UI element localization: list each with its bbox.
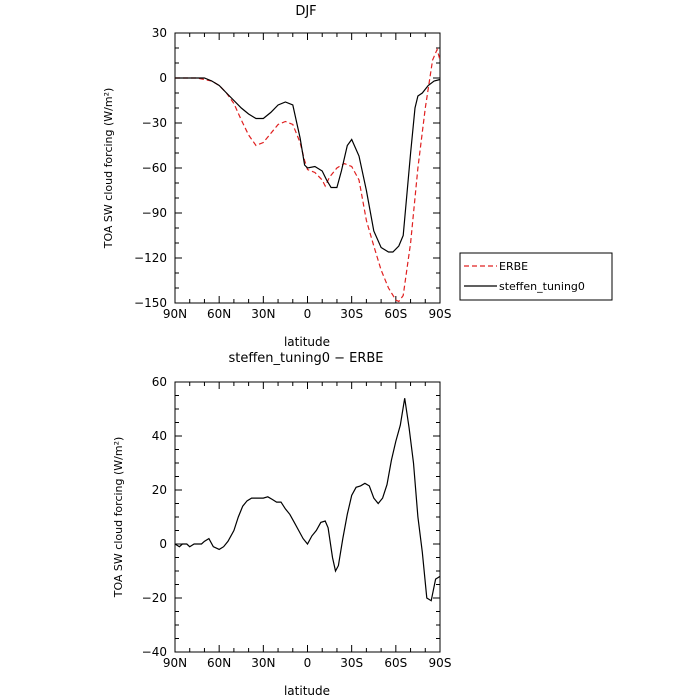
x-tick-label: 30N bbox=[251, 656, 275, 670]
top-panel: DJF 90N 60N 30N 0 30S 60S 90S 30 0 −30 −60 −90 −120… bbox=[102, 4, 451, 349]
bottom-chart-title: steffen_tuning0 − ERBE bbox=[228, 351, 383, 366]
top-y-tick-labels: 30 0 −30 −60 −90 −120 −150 bbox=[134, 26, 167, 310]
legend-label-steffen: steffen_tuning0 bbox=[499, 280, 585, 293]
legend: ERBE steffen_tuning0 bbox=[459, 252, 613, 301]
x-tick-label: 30S bbox=[340, 656, 363, 670]
x-tick-label: 0 bbox=[304, 307, 312, 321]
y-tick-label: −30 bbox=[142, 116, 167, 130]
y-tick-label: 20 bbox=[152, 483, 167, 497]
bottom-y-tick-labels: 60 40 20 0 −20 −40 bbox=[142, 375, 167, 659]
y-tick-label: −60 bbox=[142, 161, 167, 175]
x-tick-label: 90S bbox=[429, 656, 452, 670]
x-tick-label: 60S bbox=[384, 307, 407, 321]
bottom-x-tick-labels: 90N 60N 30N 0 30S 60S 90S bbox=[163, 656, 452, 670]
y-tick-label: 0 bbox=[159, 537, 167, 551]
bottom-series-line-difference bbox=[174, 398, 441, 602]
y-tick-label: 0 bbox=[159, 71, 167, 85]
y-tick-label: −40 bbox=[142, 645, 167, 659]
y-tick-label: −150 bbox=[134, 296, 167, 310]
y-tick-label: 30 bbox=[152, 26, 167, 40]
top-chart-title: DJF bbox=[295, 4, 316, 19]
bottom-y-axis-label: TOA SW cloud forcing (W/m²) bbox=[112, 437, 125, 599]
x-tick-label: 30N bbox=[251, 307, 275, 321]
x-tick-label: 30S bbox=[340, 307, 363, 321]
top-ticks bbox=[174, 32, 441, 304]
bottom-x-axis-label: latitude bbox=[284, 684, 330, 698]
bottom-ticks bbox=[174, 381, 441, 653]
legend-box bbox=[459, 252, 613, 301]
top-y-axis-label: TOA SW cloud forcing (W/m²) bbox=[102, 88, 115, 250]
top-x-tick-labels: 90N 60N 30N 0 30S 60S 90S bbox=[163, 307, 452, 321]
y-tick-label: 60 bbox=[152, 375, 167, 389]
top-series-line-steffen-tuning0 bbox=[175, 77, 441, 253]
x-tick-label: 0 bbox=[304, 656, 312, 670]
y-tick-label: −20 bbox=[142, 591, 167, 605]
legend-label-erbe: ERBE bbox=[499, 260, 528, 273]
y-tick-label: −90 bbox=[142, 206, 167, 220]
x-tick-label: 60N bbox=[207, 307, 231, 321]
top-series-group bbox=[175, 47, 441, 303]
x-tick-label: 90S bbox=[429, 307, 452, 321]
x-tick-label: 60N bbox=[207, 656, 231, 670]
top-x-axis-label: latitude bbox=[284, 335, 330, 349]
x-tick-label: 90N bbox=[163, 307, 187, 321]
x-tick-label: 90N bbox=[163, 656, 187, 670]
x-tick-label: 60S bbox=[384, 656, 407, 670]
top-series-line-erbe bbox=[175, 47, 441, 303]
bottom-series-group bbox=[174, 398, 441, 602]
y-tick-label: −120 bbox=[134, 251, 167, 265]
y-tick-label: 40 bbox=[152, 429, 167, 443]
bottom-panel: steffen_tuning0 − ERBE 90N 60N 30N 0 30S 60S 9… bbox=[112, 351, 451, 698]
